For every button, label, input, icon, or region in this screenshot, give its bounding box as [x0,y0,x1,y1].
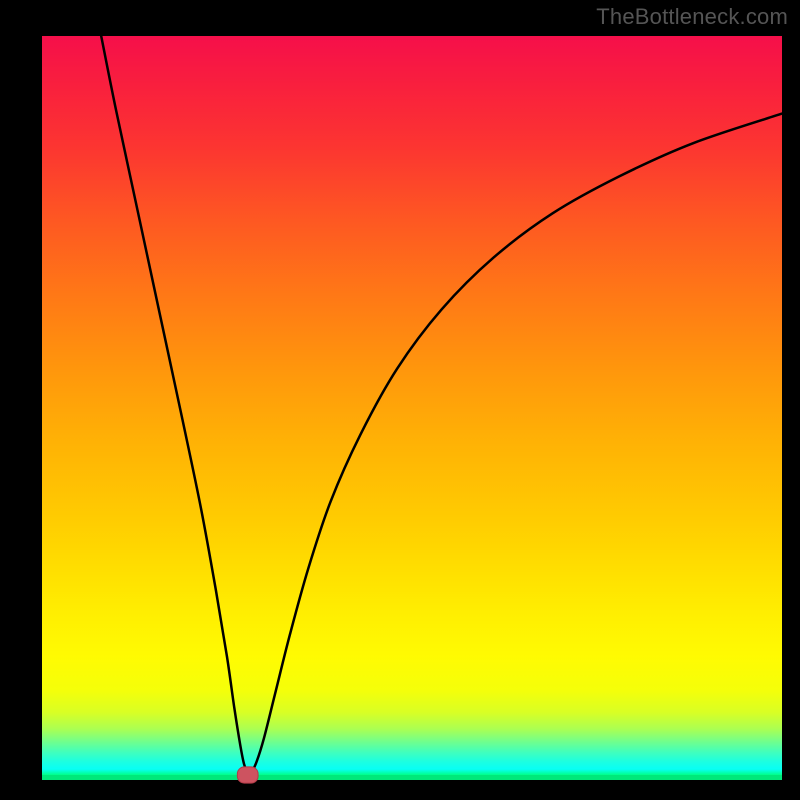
plot-bottom-band [42,775,782,780]
chart-root: TheBottleneck.com [0,0,800,800]
plot-background [42,36,782,775]
optimal-marker [237,767,258,783]
chart-svg [0,0,800,800]
watermark-text: TheBottleneck.com [596,4,788,30]
